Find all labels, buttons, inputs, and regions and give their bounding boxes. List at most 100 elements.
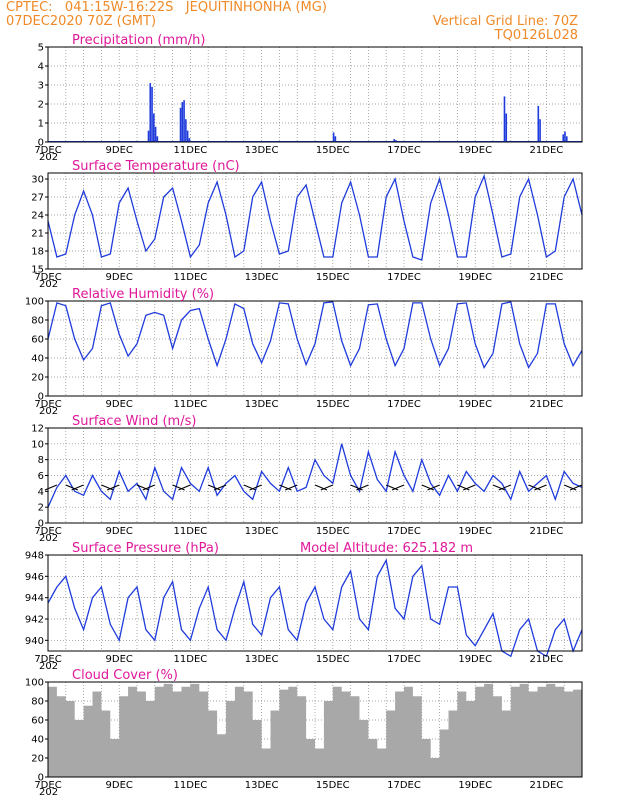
panel-1-precip-bar	[393, 139, 395, 142]
panel-4-wind-arrow	[44, 484, 58, 491]
panel-5-frame	[47, 554, 583, 652]
panel-2-ytick-label: 15	[31, 265, 44, 276]
panel-4-ytick-label: 2	[38, 503, 44, 514]
panel-5-ytick-label: 948	[25, 551, 44, 562]
panel-4-xtick-label: 21DEC	[530, 526, 564, 537]
panel-1-xtick-label: 9DEC	[106, 145, 133, 156]
panel-1-precip-bar	[565, 136, 568, 142]
panel-6-frame	[47, 681, 583, 778]
panel-5-year-label: 202	[39, 661, 58, 672]
panel-1-xtick-label: 15DEC	[316, 145, 350, 156]
panel-4-wind-arrow	[528, 484, 541, 491]
panel-1-xtick-label: 17DEC	[387, 145, 421, 156]
panel-4-ytick-label: 4	[38, 487, 44, 498]
panel-4-wind-arrow	[534, 484, 547, 491]
panel-4-wind-arrow	[463, 484, 476, 491]
panel-1-precip-bar	[539, 119, 541, 142]
panel-2-ytick-label: 27	[31, 193, 44, 204]
panel-2-xtick-label: 9DEC	[106, 272, 133, 283]
panel-4-wind-arrow	[208, 484, 221, 491]
panel-3-xtick-label: 15DEC	[316, 399, 350, 410]
panel-4-wind-arrow	[498, 484, 511, 491]
panel-1-ytick-label: 5	[38, 43, 44, 54]
panel-4-wind-arrow	[142, 484, 155, 491]
panel-6-xtick-label: 17DEC	[387, 780, 421, 791]
panel-4-wind-arrow	[107, 484, 120, 491]
panel-4-wind-arrow	[320, 484, 333, 491]
panel-3-xtick-label: 9DEC	[106, 399, 133, 410]
panel-3-ytick-label: 80	[31, 316, 44, 327]
panel-1-precip-bar	[149, 83, 152, 142]
panel-4-wind-arrow	[386, 484, 399, 491]
panel-3-year-label: 202	[39, 406, 58, 417]
panel-5-xtick-label: 19DEC	[458, 654, 492, 665]
panel-4-wind-arrow	[249, 484, 262, 491]
panel-3-ytick-label: 20	[31, 373, 44, 384]
panel-6-xtick-label: 11DEC	[174, 780, 208, 791]
panel-4-xtick-label: 15DEC	[316, 526, 350, 537]
panel-4-wind-arrow	[101, 484, 114, 491]
panel-4-wind-arrow	[421, 484, 434, 491]
panel-1-ytick-label: 4	[38, 62, 44, 73]
panel-1-title: Precipitation (mm/h)	[72, 33, 205, 48]
panel-1-precip-bar	[154, 126, 157, 142]
panel-3-ytick-label: 0	[38, 392, 44, 403]
panel-1-precip-bar	[186, 130, 189, 142]
panel-2-xtick-label: 21DEC	[530, 272, 564, 283]
panel-1-ytick-label: 2	[38, 100, 44, 111]
panel-2-ytick-label: 24	[31, 211, 44, 222]
panel-4-wind-arrow	[243, 484, 256, 491]
panel-1-precip-bar	[156, 136, 159, 142]
panel-6-xtick-label: 9DEC	[106, 780, 133, 791]
panel-1-xtick-label: 7DEC	[34, 145, 61, 156]
panel-4-wind-arrow	[314, 484, 328, 491]
panel-4-xtick-label: 17DEC	[387, 526, 421, 537]
panel-4-wind-arrow	[71, 484, 84, 491]
panel-4-xtick-label: 11DEC	[174, 526, 208, 537]
panel-2-xtick-label: 17DEC	[387, 272, 421, 283]
panel-1-precip-bar	[179, 107, 182, 142]
panel-4-xtick-label: 7DEC	[34, 526, 61, 537]
panel-5-xtick-label: 7DEC	[34, 654, 61, 665]
panel-4-wind-arrow	[457, 484, 470, 491]
panel-2-xtick-label: 15DEC	[316, 272, 350, 283]
panel-2-ytick-label: 21	[31, 229, 44, 240]
panel-1-precip-bar	[505, 113, 508, 142]
panel-3-xtick-label: 21DEC	[530, 399, 564, 410]
panel-3-ytick-label: 60	[31, 335, 44, 346]
panel-4-wind-arrow	[213, 484, 227, 491]
panel-6-cloud-area	[48, 683, 582, 777]
panel-1-precip-bar	[503, 96, 506, 142]
panel-2-title: Surface Temperature (nC)	[72, 159, 240, 174]
panel-4-year-label: 202	[39, 533, 58, 544]
panel-2-ytick-label: 18	[31, 247, 44, 258]
panel-2-xtick-label: 19DEC	[458, 272, 492, 283]
panel-5-xtick-label: 17DEC	[387, 654, 421, 665]
panel-4-ytick-label: 12	[31, 424, 44, 435]
panel-4-wind-arrow	[136, 484, 150, 491]
panel-5-ytick-label: 946	[25, 572, 44, 583]
panel-4-wind-arrow	[569, 484, 583, 491]
panel-4-ytick-label: 0	[38, 519, 44, 530]
panel-3-frame	[47, 300, 583, 397]
panel-5-xtick-label: 13DEC	[245, 654, 279, 665]
panel-5-xtick-label: 15DEC	[316, 654, 350, 665]
panel-2-frame	[47, 172, 583, 270]
panel-4-ytick-label: 8	[38, 455, 44, 466]
panel-4-wind-arrow	[65, 484, 78, 491]
panel-5-title: Surface Pressure (hPa)	[72, 541, 219, 556]
panel-1-xtick-label: 21DEC	[530, 145, 564, 156]
panel-5-ytick-label: 942	[25, 615, 44, 626]
panel-6-xtick-label: 19DEC	[458, 780, 492, 791]
panel-6-xtick-label: 13DEC	[245, 780, 279, 791]
panel-3-ytick-label: 100	[25, 297, 44, 308]
panel-1-frame	[47, 46, 583, 143]
panel-1-xtick-label: 19DEC	[458, 145, 492, 156]
panel-4-wind-arrow	[350, 484, 363, 491]
header-line-2: 07DEC2020 70Z (GMT)	[6, 14, 157, 29]
panel-4-xtick-label: 19DEC	[458, 526, 492, 537]
panel-4-wind-arrow	[172, 484, 185, 491]
panel-6-xtick-label: 21DEC	[530, 780, 564, 791]
panel-6-ytick-label: 40	[31, 735, 44, 746]
panel-1-xtick-label: 13DEC	[245, 145, 279, 156]
